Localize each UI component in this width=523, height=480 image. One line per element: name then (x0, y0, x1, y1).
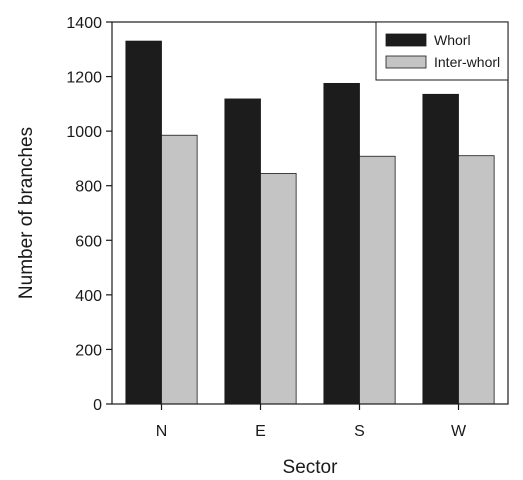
legend-label: Inter-whorl (434, 54, 500, 70)
y-tick-label: 800 (75, 179, 102, 196)
y-axis-title: Number of branches (16, 127, 37, 299)
bar-inter-whorl-n (161, 134, 198, 405)
bar-whorl-e (224, 98, 261, 405)
x-axis-title: Sector (283, 457, 339, 478)
y-tick-label: 400 (75, 288, 102, 305)
bar-inter-whorl-s (359, 155, 396, 405)
x-tick-label: W (451, 423, 467, 440)
y-tick-label: 1200 (66, 70, 102, 87)
bar-whorl-w (422, 93, 459, 405)
x-tick-label: S (354, 423, 365, 440)
plot-frame (111, 21, 509, 405)
x-tick-label: N (156, 423, 168, 440)
legend: Whorl Inter-whorl (375, 21, 509, 81)
y-tick-label: 0 (93, 397, 102, 414)
y-axis: 0 200 400 600 800 1000 1200 1400 (66, 15, 112, 414)
bar-whorl-s (323, 82, 360, 405)
y-tick-label: 200 (75, 342, 102, 359)
bars-group (125, 40, 495, 405)
y-tick-label: 1000 (66, 124, 102, 141)
legend-swatch-whorl (385, 33, 427, 47)
legend-label: Whorl (434, 32, 471, 48)
y-tick-label: 1400 (66, 15, 102, 32)
legend-swatch-inter-whorl (385, 55, 427, 69)
bar-inter-whorl-e (260, 173, 297, 405)
y-tick-label: 600 (75, 233, 102, 250)
legend-box (375, 21, 509, 81)
x-tick-label: E (255, 423, 266, 440)
bar-inter-whorl-w (458, 155, 495, 405)
bar-whorl-n (125, 40, 162, 405)
